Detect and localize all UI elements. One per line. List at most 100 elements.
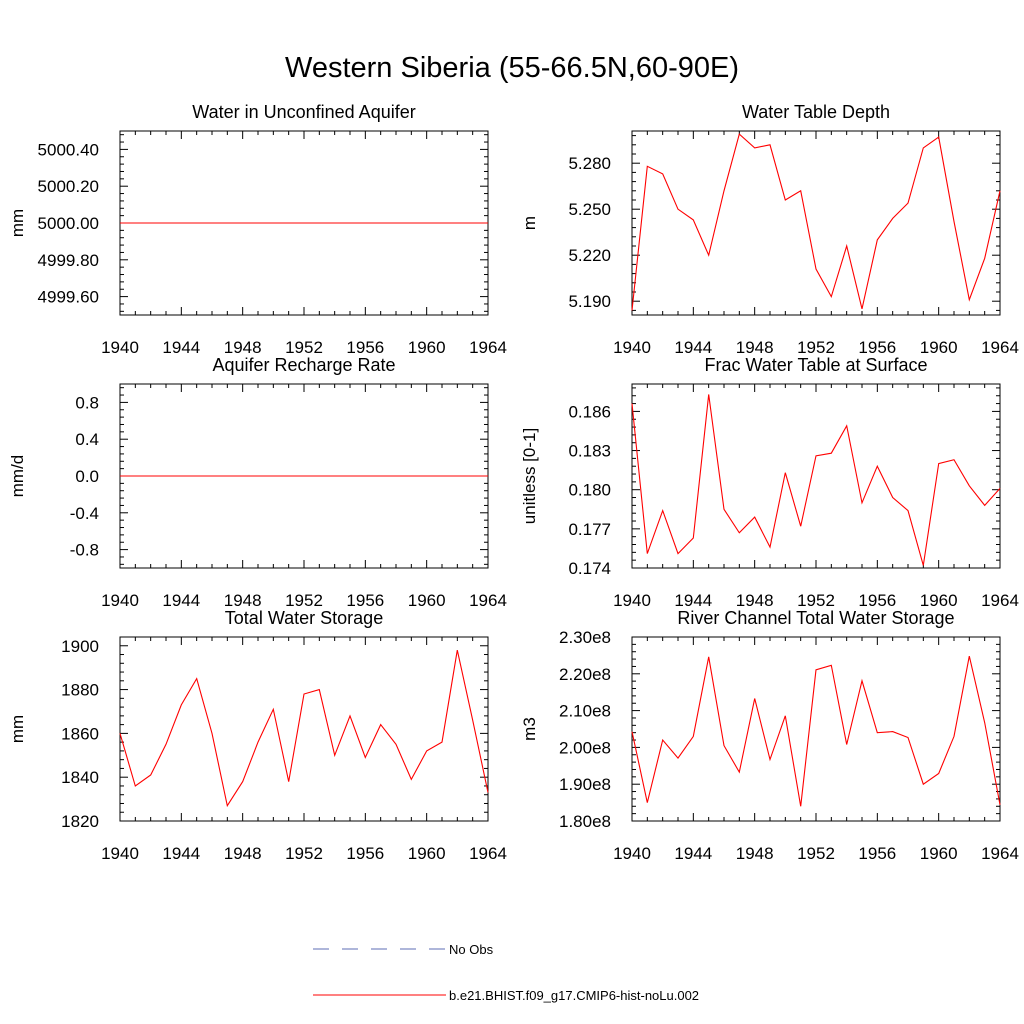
y-axis-label: m	[520, 216, 539, 230]
y-axis-label: mm/d	[8, 455, 27, 498]
x-tick-label: 1948	[224, 338, 262, 357]
x-tick-label: 1940	[101, 338, 139, 357]
plot-frame	[631, 130, 1001, 316]
x-tick-label: 1952	[797, 844, 835, 863]
x-tick-label: 1944	[674, 338, 712, 357]
series-line	[119, 649, 489, 808]
y-axis-label: mm	[8, 715, 27, 743]
legend-label-model: b.e21.BHIST.f09_g17.CMIP6-hist-noLu.002	[449, 988, 699, 1003]
x-tick-label: 1940	[101, 591, 139, 610]
chart-panel-3: 1940 1944 1948 1952 1956 1960 1964 -0.8 -0.4 0.0 0…	[8, 355, 507, 610]
series-line	[631, 394, 1001, 566]
series-line	[631, 655, 1001, 807]
x-tick-label: 1944	[674, 591, 712, 610]
x-tick-label: 1948	[224, 844, 262, 863]
legend-label-no-obs: No Obs	[449, 942, 494, 957]
y-tick-label: 0.177	[568, 520, 611, 539]
x-tick-label: 1956	[346, 844, 384, 863]
panel-title: Water in Unconfined Aquifer	[192, 102, 415, 122]
x-tick-label: 1948	[736, 844, 774, 863]
y-tick-label: 2.30e8	[559, 628, 611, 647]
y-tick-label: 4999.60	[38, 288, 99, 307]
plot-frame	[119, 636, 489, 822]
x-tick-label: 1952	[797, 591, 835, 610]
y-tick-label: 0.180	[568, 481, 611, 500]
y-tick-label: 1820	[61, 812, 99, 831]
x-tick-label: 1960	[408, 844, 446, 863]
chart-panel-4: 1940 1944 1948 1952 1956 1960 1964 0.174 0.177 0.…	[520, 355, 1019, 610]
y-axis-label: m3	[520, 717, 539, 741]
y-tick-label: 2.00e8	[559, 738, 611, 757]
x-tick-label: 1964	[981, 591, 1019, 610]
x-tick-label: 1956	[858, 844, 896, 863]
x-tick-label: 1964	[469, 844, 507, 863]
y-tick-label: 5.190	[568, 292, 611, 311]
y-tick-label: 1840	[61, 768, 99, 787]
y-tick-label: 0.183	[568, 442, 611, 461]
x-tick-label: 1964	[981, 844, 1019, 863]
x-tick-label: 1940	[613, 844, 651, 863]
x-tick-label: 1952	[285, 338, 323, 357]
y-tick-label: 4999.80	[38, 251, 99, 270]
panel-title: Total Water Storage	[225, 608, 383, 628]
chart-panel-5: 1940 1944 1948 1952 1956 1960 1964 1820 1840 1860…	[8, 608, 507, 863]
x-tick-label: 1956	[858, 338, 896, 357]
panel-title: Water Table Depth	[742, 102, 890, 122]
y-tick-label: 2.10e8	[559, 702, 611, 721]
y-tick-label: 5.220	[568, 246, 611, 265]
y-tick-label: -0.8	[70, 541, 99, 560]
y-tick-label: 0.4	[75, 430, 99, 449]
y-tick-label: 2.20e8	[559, 665, 611, 684]
chart-panel-2: 1940 1944 1948 1952 1956 1960 1964 5.190 5.220 5.…	[520, 102, 1019, 357]
y-tick-label: 5000.20	[38, 177, 99, 196]
y-axis-label: mm	[8, 209, 27, 237]
y-tick-label: 1900	[61, 637, 99, 656]
x-tick-label: 1960	[408, 338, 446, 357]
y-tick-label: 5000.40	[38, 140, 99, 159]
chart-panel-6: 1940 1944 1948 1952 1956 1960 1964 1.80e8 1.90e8…	[520, 608, 1019, 863]
y-tick-label: 1880	[61, 681, 99, 700]
x-tick-label: 1960	[920, 338, 958, 357]
y-tick-label: 1.80e8	[559, 812, 611, 831]
page-title: Western Siberia (55-66.5N,60-90E)	[284, 52, 740, 84]
chart-panel-1: 1940 1944 1948 1952 1956 1960 1964 4999.60 4999.…	[8, 102, 507, 357]
x-tick-label: 1956	[858, 591, 896, 610]
x-tick-label: 1948	[736, 591, 774, 610]
x-tick-label: 1948	[224, 591, 262, 610]
y-axis-label: unitless [0-1]	[520, 428, 539, 524]
panel-title: River Channel Total Water Storage	[677, 608, 954, 628]
x-tick-label: 1952	[285, 844, 323, 863]
y-tick-label: 0.186	[568, 402, 611, 421]
x-tick-label: 1956	[346, 591, 384, 610]
x-tick-label: 1964	[981, 338, 1019, 357]
x-tick-label: 1960	[920, 591, 958, 610]
x-tick-label: 1964	[469, 338, 507, 357]
x-tick-label: 1964	[469, 591, 507, 610]
x-tick-label: 1952	[797, 338, 835, 357]
x-tick-label: 1944	[162, 844, 200, 863]
legend: No Obs b.e21.BHIST.f09_g17.CMIP6-hist-no…	[313, 942, 699, 1003]
x-tick-label: 1956	[346, 338, 384, 357]
x-tick-label: 1940	[101, 844, 139, 863]
x-tick-label: 1940	[613, 591, 651, 610]
x-tick-label: 1944	[162, 338, 200, 357]
plot-frame	[631, 636, 1001, 822]
x-tick-label: 1960	[408, 591, 446, 610]
y-tick-label: 0.8	[75, 393, 99, 412]
x-tick-label: 1940	[613, 338, 651, 357]
plot-frame	[631, 383, 1001, 569]
x-tick-label: 1944	[162, 591, 200, 610]
x-tick-label: 1944	[674, 844, 712, 863]
y-tick-label: 5.250	[568, 200, 611, 219]
y-tick-label: 0.0	[75, 467, 99, 486]
y-tick-label: -0.4	[70, 504, 99, 523]
y-tick-label: 1.90e8	[559, 775, 611, 794]
panel-title: Aquifer Recharge Rate	[212, 355, 395, 375]
y-tick-label: 5.280	[568, 154, 611, 173]
y-tick-label: 0.174	[568, 559, 611, 578]
x-tick-label: 1960	[920, 844, 958, 863]
y-tick-label: 1860	[61, 724, 99, 743]
panel-title: Frac Water Table at Surface	[704, 355, 927, 375]
x-tick-label: 1948	[736, 338, 774, 357]
